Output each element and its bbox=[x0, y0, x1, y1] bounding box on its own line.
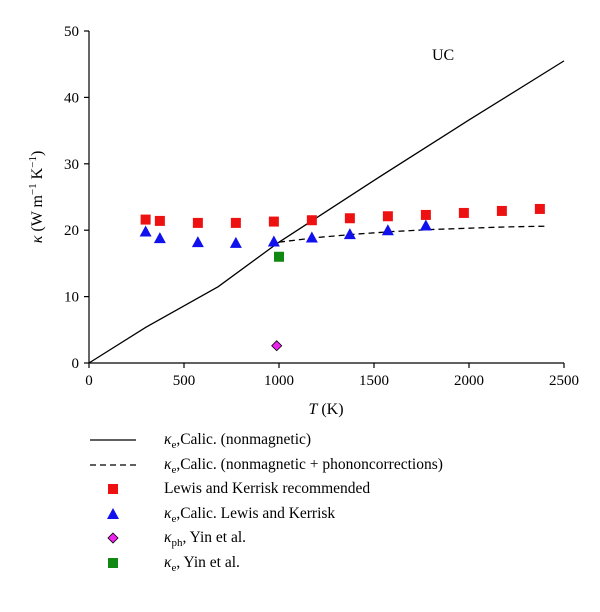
series-lines bbox=[88, 60, 565, 364]
series-line-0 bbox=[88, 60, 565, 364]
legend-text-rest: ,Calic. (nonmagnetic + phononcorrections… bbox=[176, 455, 443, 473]
data-point-3 bbox=[305, 231, 318, 243]
x-tick-label: 2500 bbox=[549, 373, 579, 389]
legend-label: κe, Yin et al. bbox=[164, 551, 240, 575]
legend-label: Lewis and Kerrisk recommended bbox=[164, 477, 370, 501]
x-tick-label: 0 bbox=[85, 373, 93, 389]
legend-marker bbox=[108, 557, 118, 568]
data-point-3 bbox=[381, 224, 394, 236]
plot-frame bbox=[88, 31, 564, 364]
legend-text-rest: , Yin et al. bbox=[176, 553, 240, 571]
legend-kappa-symbol: κ bbox=[164, 529, 172, 546]
legend-subscript: e bbox=[171, 512, 177, 525]
legend-subscript: e bbox=[171, 463, 177, 476]
legend-text-rest: ,Calic. Lewis and Kerrisk bbox=[176, 504, 336, 522]
legend-kappa-symbol: κ bbox=[164, 455, 172, 473]
data-point-2 bbox=[192, 217, 203, 228]
legend-subscript: e bbox=[171, 439, 177, 451]
data-point-2 bbox=[382, 211, 393, 222]
data-point-3 bbox=[419, 219, 432, 231]
legend-marker bbox=[108, 484, 118, 494]
series-markers bbox=[139, 203, 545, 352]
legend-kappa-symbol: κ bbox=[164, 553, 172, 571]
legend-item: κe,Calic. (nonmagnetic) bbox=[90, 428, 590, 453]
legend-symbol bbox=[107, 507, 119, 519]
legend-item: κe, Yin et al. bbox=[90, 551, 590, 576]
y-axis-title: κ (W m−1 K−1) bbox=[27, 151, 46, 244]
legend-symbol bbox=[108, 557, 118, 568]
legend-symbol bbox=[108, 484, 118, 494]
data-point-2 bbox=[268, 216, 279, 227]
x-tick-label: 1000 bbox=[264, 373, 294, 389]
legend-subscript: e bbox=[171, 561, 177, 574]
legend: κe,Calic. (nonmagnetic) κe,Calic. (nonmag… bbox=[90, 428, 590, 575]
data-point-2 bbox=[154, 215, 165, 226]
legend-label: κe,Calic. Lewis and Kerrisk bbox=[164, 502, 335, 526]
data-point-3 bbox=[267, 235, 280, 247]
data-point-3 bbox=[191, 236, 204, 248]
legend-label: κph, Yin et al. bbox=[164, 526, 246, 550]
data-point-2 bbox=[306, 215, 317, 226]
legend-symbol bbox=[107, 532, 119, 544]
data-point-3 bbox=[343, 228, 356, 240]
x-tick-label: 1500 bbox=[359, 373, 389, 389]
data-point-2 bbox=[230, 217, 241, 228]
data-point-4 bbox=[271, 340, 283, 352]
data-point-3 bbox=[139, 225, 152, 237]
axis-ticks: 0 500 1000 1500 2000 2500 0 10 20 30 40 50 bbox=[64, 24, 579, 389]
legend-symbol bbox=[90, 463, 136, 466]
legend-kappa-symbol: κ bbox=[164, 504, 172, 522]
y-tick-label: 0 bbox=[72, 356, 80, 372]
data-point-2 bbox=[534, 203, 545, 214]
data-point-2 bbox=[140, 214, 151, 225]
legend-marker bbox=[107, 532, 119, 544]
data-point-3 bbox=[153, 232, 166, 244]
legend-item: Lewis and Kerrisk recommended bbox=[90, 477, 590, 502]
legend-text-rest: ,Calic. (nonmagnetic) bbox=[176, 431, 312, 448]
legend-item: κe,Calic. Lewis and Kerrisk bbox=[90, 502, 590, 527]
y-tick-label: 50 bbox=[64, 24, 79, 40]
legend-label: κe,Calic. (nonmagnetic) bbox=[164, 428, 311, 452]
legend-marker bbox=[107, 507, 119, 519]
series-line-1 bbox=[278, 225, 546, 243]
legend-item: κe,Calic. (nonmagnetic + phononcorrectio… bbox=[90, 453, 590, 478]
data-point-2 bbox=[420, 209, 431, 220]
data-point-5 bbox=[274, 251, 284, 262]
y-tick-label: 40 bbox=[64, 90, 79, 106]
data-point-2 bbox=[344, 213, 355, 224]
legend-symbol bbox=[90, 439, 136, 441]
y-tick-label: 10 bbox=[64, 290, 79, 306]
x-tick-label: 500 bbox=[173, 373, 196, 389]
data-point-2 bbox=[496, 205, 507, 216]
legend-label: κe,Calic. (nonmagnetic + phononcorrectio… bbox=[164, 453, 443, 477]
x-tick-label: 2000 bbox=[454, 373, 484, 389]
y-tick-label: 20 bbox=[64, 223, 79, 239]
legend-text-rest: Lewis and Kerrisk recommended bbox=[164, 480, 371, 497]
y-tick-label: 30 bbox=[64, 157, 79, 173]
legend-item: κph, Yin et al. bbox=[90, 526, 590, 551]
legend-subscript: ph bbox=[171, 537, 183, 549]
data-point-2 bbox=[458, 207, 469, 218]
data-point-3 bbox=[229, 236, 242, 248]
chart: 0 500 1000 1500 2000 2500 0 10 20 30 40 50 UC κ (W … bbox=[27, 24, 579, 418]
legend-text-rest: , Yin et al. bbox=[182, 529, 247, 546]
x-axis-title: T (K) bbox=[308, 401, 343, 418]
legend-kappa-symbol: κ bbox=[164, 431, 172, 448]
annotation-uc: UC bbox=[432, 47, 454, 64]
